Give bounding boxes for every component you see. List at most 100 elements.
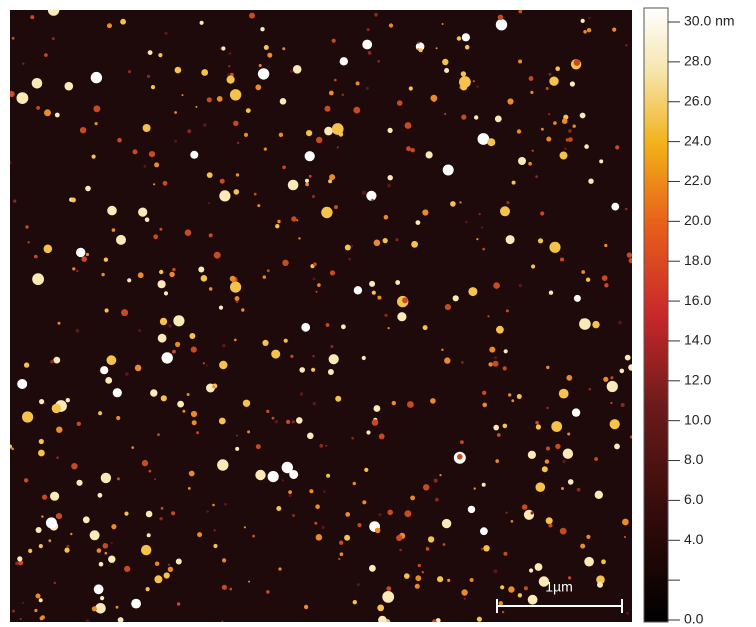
particle [572, 408, 580, 416]
particle [618, 321, 622, 325]
particle [286, 420, 290, 424]
particle [339, 132, 344, 137]
particle [404, 573, 410, 579]
particle [625, 208, 628, 211]
particle [46, 517, 57, 528]
particle [392, 401, 396, 405]
particle [313, 402, 316, 405]
particle [53, 357, 60, 364]
particle [615, 145, 619, 149]
particle [345, 512, 350, 517]
particle [219, 306, 223, 310]
particle [159, 270, 163, 274]
particle [568, 129, 572, 133]
particle [282, 462, 293, 473]
particle [577, 488, 581, 492]
particle [445, 304, 451, 310]
particle [518, 60, 522, 64]
particle [406, 146, 411, 151]
particle [172, 350, 176, 354]
particle [482, 403, 487, 408]
particle [405, 122, 412, 129]
particle [528, 595, 538, 605]
particle [324, 127, 333, 136]
particle [75, 329, 79, 333]
particle [198, 267, 204, 273]
particle [614, 444, 620, 450]
particle [450, 201, 456, 207]
particle [610, 376, 613, 379]
particle [135, 365, 142, 372]
particle [236, 435, 238, 437]
particle [546, 366, 549, 369]
particle [298, 237, 300, 239]
particle [444, 357, 450, 363]
particle [584, 144, 589, 149]
tick-label: 28.0 [684, 53, 711, 69]
particle [340, 57, 348, 65]
particle [563, 449, 573, 459]
particle [604, 283, 608, 287]
particle [386, 586, 391, 591]
particle [474, 115, 478, 119]
particle [41, 515, 43, 517]
particle [113, 388, 122, 397]
particle [622, 519, 629, 526]
particle [353, 600, 357, 604]
particle [155, 562, 159, 566]
particle [430, 398, 436, 404]
particle [493, 361, 499, 367]
particle [535, 563, 543, 571]
particle [39, 544, 43, 548]
particle [325, 106, 331, 112]
particle [489, 347, 495, 353]
particle [50, 492, 59, 501]
particle [174, 111, 177, 114]
particle [101, 473, 111, 483]
particle [182, 94, 184, 96]
particle [348, 258, 351, 261]
particle [457, 454, 463, 460]
particle [168, 324, 172, 328]
particle [161, 395, 167, 401]
particle [48, 539, 51, 542]
particle [518, 10, 522, 14]
particle [470, 578, 474, 582]
particle [330, 270, 335, 275]
particle [275, 224, 279, 228]
particle [442, 519, 451, 528]
particle [39, 598, 43, 602]
particle [366, 87, 369, 90]
tick-label: 22.0 [684, 172, 711, 188]
particle [607, 381, 618, 392]
particle [335, 396, 341, 402]
particle [169, 272, 174, 277]
particle [488, 362, 492, 366]
particle [101, 273, 104, 276]
particle [111, 542, 113, 544]
particle [500, 585, 504, 589]
particle [67, 545, 70, 548]
particle [436, 47, 438, 49]
particle [511, 520, 514, 523]
particle [161, 507, 164, 510]
particle [560, 258, 564, 262]
particle [362, 356, 366, 360]
particle [148, 50, 153, 55]
particle [300, 392, 303, 395]
particle [418, 564, 421, 567]
particle [76, 270, 78, 272]
particle [529, 76, 534, 81]
particle [289, 494, 292, 497]
particle [56, 427, 62, 433]
particle [479, 213, 481, 215]
particle [625, 44, 627, 46]
particle [105, 552, 108, 555]
particle [459, 201, 461, 203]
particle [524, 510, 534, 520]
particle [98, 411, 102, 415]
particle [203, 362, 205, 364]
particle [432, 619, 437, 624]
particle [313, 278, 316, 281]
particle [116, 416, 120, 420]
